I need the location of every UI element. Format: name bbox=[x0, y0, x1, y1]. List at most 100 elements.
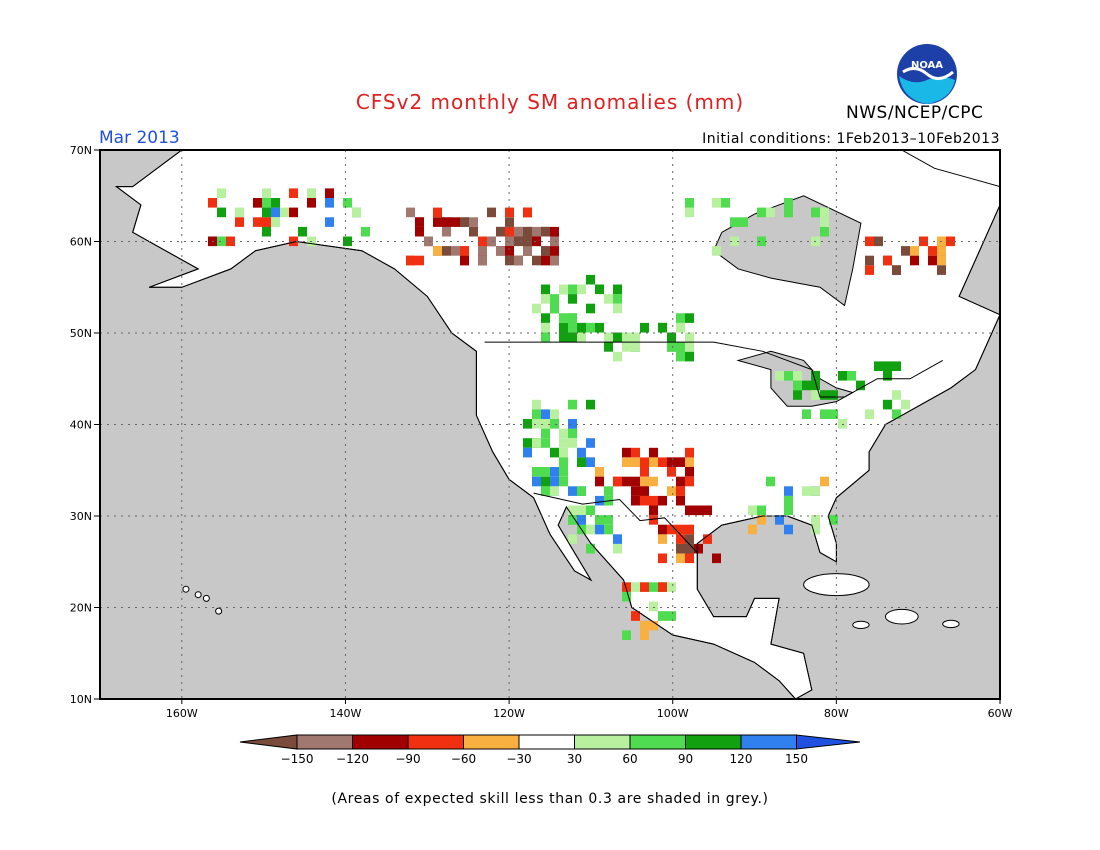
anomaly-cell bbox=[577, 332, 586, 343]
anomaly-cell bbox=[685, 524, 694, 535]
anomaly-cell bbox=[730, 236, 739, 247]
anomaly-cell bbox=[658, 322, 667, 333]
anomaly-cell bbox=[712, 198, 721, 208]
anomaly-cell bbox=[811, 207, 820, 218]
anomaly-cell bbox=[649, 515, 658, 525]
anomaly-cell bbox=[820, 409, 829, 419]
anomaly-cell bbox=[433, 207, 442, 218]
anomaly-cell bbox=[784, 505, 793, 516]
anomaly-cell bbox=[622, 630, 631, 640]
hawaii-island bbox=[215, 607, 223, 615]
anomaly-cell bbox=[622, 591, 631, 602]
anomaly-cell bbox=[541, 226, 550, 237]
anomaly-cell bbox=[640, 495, 649, 506]
anomaly-cell bbox=[658, 582, 667, 592]
anomaly-cell bbox=[262, 198, 271, 208]
anomaly-cell bbox=[613, 476, 622, 487]
anomaly-cell bbox=[541, 255, 550, 266]
anomaly-cell bbox=[568, 332, 577, 343]
anomaly-cell bbox=[820, 390, 829, 400]
anomaly-cell bbox=[289, 207, 298, 218]
anomaly-cell bbox=[433, 246, 442, 256]
anomaly-cell bbox=[676, 543, 685, 554]
anomaly-cell bbox=[622, 476, 631, 487]
anomaly-cell bbox=[685, 476, 694, 487]
anomaly-cell bbox=[577, 505, 586, 516]
lat-tick-label: 50N bbox=[70, 327, 92, 340]
anomaly-cell bbox=[730, 217, 739, 227]
anomaly-cell bbox=[667, 467, 676, 477]
anomaly-cell bbox=[586, 303, 595, 314]
us-canada-border bbox=[484, 341, 943, 398]
anomaly-cell bbox=[325, 217, 334, 227]
anomaly-cell bbox=[424, 236, 433, 247]
legend-swatch bbox=[574, 734, 631, 750]
anomaly-cell bbox=[892, 265, 901, 275]
anomaly-cell bbox=[550, 236, 559, 247]
anomaly-cell bbox=[928, 246, 937, 256]
anomaly-cell bbox=[865, 255, 874, 266]
anomaly-cell bbox=[676, 457, 685, 467]
anomaly-cell bbox=[757, 515, 766, 525]
anomaly-cell bbox=[613, 294, 622, 304]
anomaly-cell bbox=[514, 236, 523, 247]
anomaly-cell bbox=[811, 390, 820, 400]
anomaly-cell bbox=[676, 476, 685, 487]
anomaly-cell bbox=[820, 207, 829, 218]
anomaly-cell bbox=[865, 265, 874, 275]
anomaly-cell bbox=[685, 198, 694, 208]
legend-swatch bbox=[296, 734, 353, 750]
lat-tick-label: 60N bbox=[70, 236, 92, 249]
anomaly-cell bbox=[532, 438, 541, 448]
anomaly-cell bbox=[541, 486, 550, 496]
anomaly-cell bbox=[766, 476, 775, 487]
anomaly-cell bbox=[811, 380, 820, 391]
anomaly-cell bbox=[658, 534, 667, 544]
anomaly-cell bbox=[550, 467, 559, 477]
anomaly-cell bbox=[559, 313, 568, 323]
anomaly-cell bbox=[568, 438, 577, 448]
anomaly-cell bbox=[613, 534, 622, 544]
agency-label: NWS/NCEP/CPC bbox=[846, 103, 984, 123]
caribbean-island bbox=[884, 608, 919, 625]
anomaly-cell bbox=[604, 515, 613, 525]
anomaly-cell bbox=[568, 428, 577, 439]
lon-tick-label: 60W bbox=[988, 707, 1013, 720]
anomaly-cell bbox=[784, 371, 793, 381]
anomaly-cell bbox=[622, 447, 631, 458]
legend-tick-label: −60 bbox=[451, 752, 476, 766]
lon-tick-label: 100W bbox=[657, 707, 689, 720]
anomaly-cell bbox=[802, 486, 811, 496]
anomaly-cell bbox=[307, 188, 316, 198]
anomaly-cell bbox=[640, 476, 649, 487]
anomaly-cell bbox=[820, 476, 829, 487]
anomaly-cell bbox=[784, 198, 793, 208]
anomaly-cell bbox=[784, 207, 793, 218]
anomaly-cell bbox=[541, 438, 550, 448]
anomaly-cell bbox=[253, 217, 262, 227]
map-outline bbox=[114, 149, 1001, 700]
anomaly-cell bbox=[622, 457, 631, 467]
anomaly-cell bbox=[541, 322, 550, 333]
anomaly-cell bbox=[802, 409, 811, 419]
anomaly-cell bbox=[910, 255, 919, 266]
anomaly-cell bbox=[271, 217, 280, 227]
lon-tick-label: 160W bbox=[166, 707, 198, 720]
anomaly-cell bbox=[343, 236, 352, 247]
anomaly-cell bbox=[559, 322, 568, 333]
anomaly-cell bbox=[640, 486, 649, 496]
anomaly-cell bbox=[685, 351, 694, 362]
anomaly-cell bbox=[667, 486, 676, 496]
legend-tick-label: 90 bbox=[678, 752, 693, 766]
anomaly-cell bbox=[514, 255, 523, 266]
anomaly-cell bbox=[685, 457, 694, 467]
anomaly-cell bbox=[883, 361, 892, 371]
anomaly-cell bbox=[685, 313, 694, 323]
anomaly-cell bbox=[883, 399, 892, 410]
anomaly-cell bbox=[595, 495, 604, 506]
anomaly-cell bbox=[631, 332, 640, 343]
anomaly-cell bbox=[937, 255, 946, 266]
anomaly-cell bbox=[352, 207, 361, 218]
anomaly-cell bbox=[883, 255, 892, 266]
